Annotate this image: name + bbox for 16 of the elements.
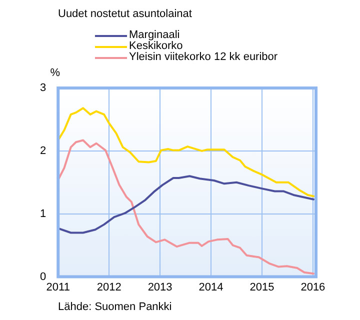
x-tick-label: 2014 <box>198 281 224 294</box>
x-tick-label: 2013 <box>148 281 172 294</box>
y-tick-label: 3 <box>40 82 46 94</box>
y-axis-title: % <box>50 67 60 79</box>
y-tick-label: 0 <box>40 270 46 283</box>
y-tick-label: 1 <box>40 208 46 220</box>
chart-title: Uudet nostetut asuntolainat <box>58 8 192 20</box>
x-tick-label: 2011 <box>46 281 70 294</box>
legend-label: Keskikorko <box>129 40 183 52</box>
x-tick-label: 2015 <box>250 281 274 294</box>
x-tick-label: 2012 <box>96 281 122 294</box>
text: Lähde: Suomen Pankki <box>58 301 172 313</box>
x-tick-label: 2016 <box>300 281 326 294</box>
legend-label: Marginaali <box>129 29 180 41</box>
y-tick-label: 2 <box>40 144 46 157</box>
legend-label: Yleisin viitekorko 12 kk euribor <box>129 51 278 63</box>
